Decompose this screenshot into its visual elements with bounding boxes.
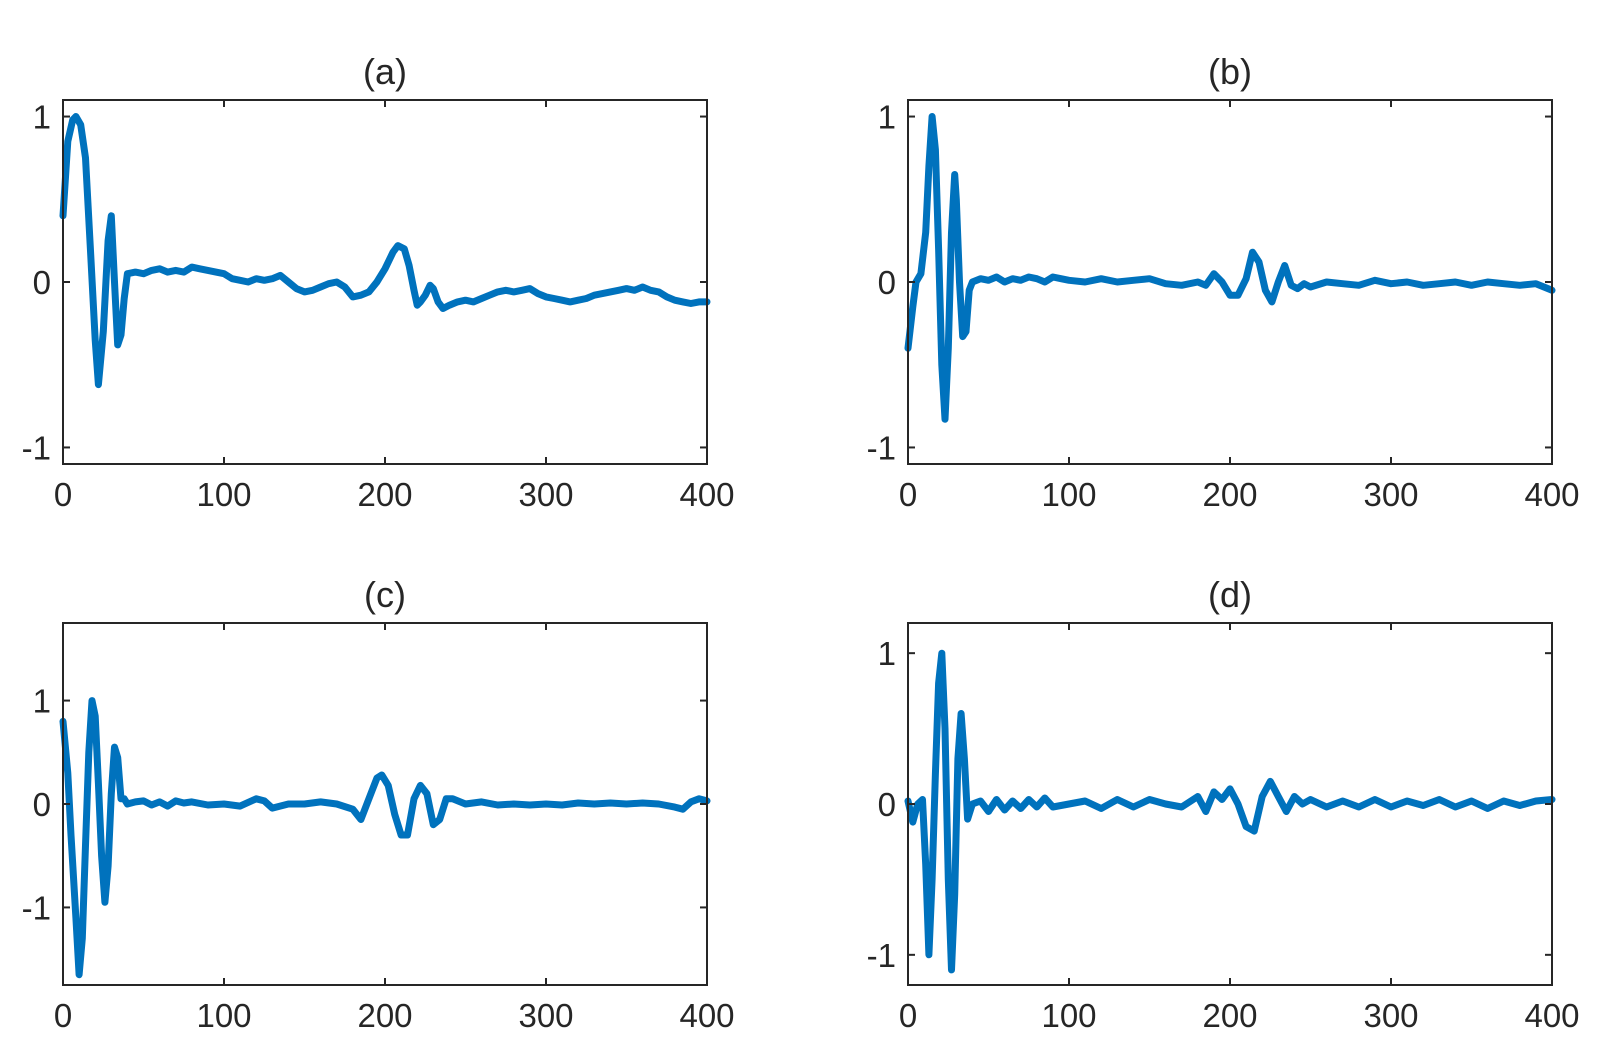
x-tick-label: 0 (899, 476, 917, 513)
x-tick-label: 300 (1363, 997, 1418, 1034)
y-tick-label: 0 (878, 264, 896, 301)
x-tick-label: 200 (1202, 997, 1257, 1034)
chart-title: (a) (363, 51, 407, 92)
x-tick-label: 100 (1041, 997, 1096, 1034)
x-tick-label: 0 (899, 997, 917, 1034)
x-tick-label: 200 (357, 997, 412, 1034)
chart-title: (d) (1208, 574, 1252, 615)
chart-title: (b) (1208, 51, 1252, 92)
chart-panel-1: (a)0 100 200 300 400-101 (22, 51, 735, 513)
x-tick-label: 200 (357, 476, 412, 513)
y-tick-label: -1 (22, 429, 51, 466)
x-tick-label: 300 (518, 476, 573, 513)
y-tick-label: 1 (33, 683, 51, 720)
y-tick-label: 1 (33, 99, 51, 136)
x-tick-label: 400 (1524, 997, 1579, 1034)
x-tick-label: 100 (1041, 476, 1096, 513)
x-tick-label: 400 (679, 997, 734, 1034)
x-tick-label: 100 (196, 476, 251, 513)
y-tick-label: 1 (878, 635, 896, 672)
y-tick-label: 0 (33, 264, 51, 301)
series-line (59, 113, 711, 389)
x-tick-label: 200 (1202, 476, 1257, 513)
chart-title: (c) (364, 574, 406, 615)
x-tick-label: 0 (54, 997, 72, 1034)
y-tick-label: 0 (878, 786, 896, 823)
series-line (904, 649, 1556, 974)
chart-panel-2: (b)0 100 200 300 400-101 (867, 51, 1580, 513)
x-tick-label: 400 (679, 476, 734, 513)
chart-panel-3: (c) 0 100 200 300 400 -1 0 1 (22, 574, 735, 1034)
x-tick-label: 0 (54, 476, 72, 513)
axes-frame (62, 99, 708, 465)
x-tick-label: 300 (518, 997, 573, 1034)
y-tick-label: -1 (867, 429, 896, 466)
y-tick-label: -1 (22, 889, 51, 926)
y-tick-label: -1 (867, 937, 896, 974)
series-line (904, 113, 1556, 423)
chart-panel-4: (d)0 100 200 300 400-101 (867, 574, 1580, 1034)
x-tick-label: 400 (1524, 476, 1579, 513)
y-tick-label: 1 (878, 99, 896, 136)
series-line (59, 697, 711, 979)
x-tick-label: 100 (196, 997, 251, 1034)
y-tick-label: 0 (33, 786, 51, 823)
x-tick-label: 300 (1363, 476, 1418, 513)
